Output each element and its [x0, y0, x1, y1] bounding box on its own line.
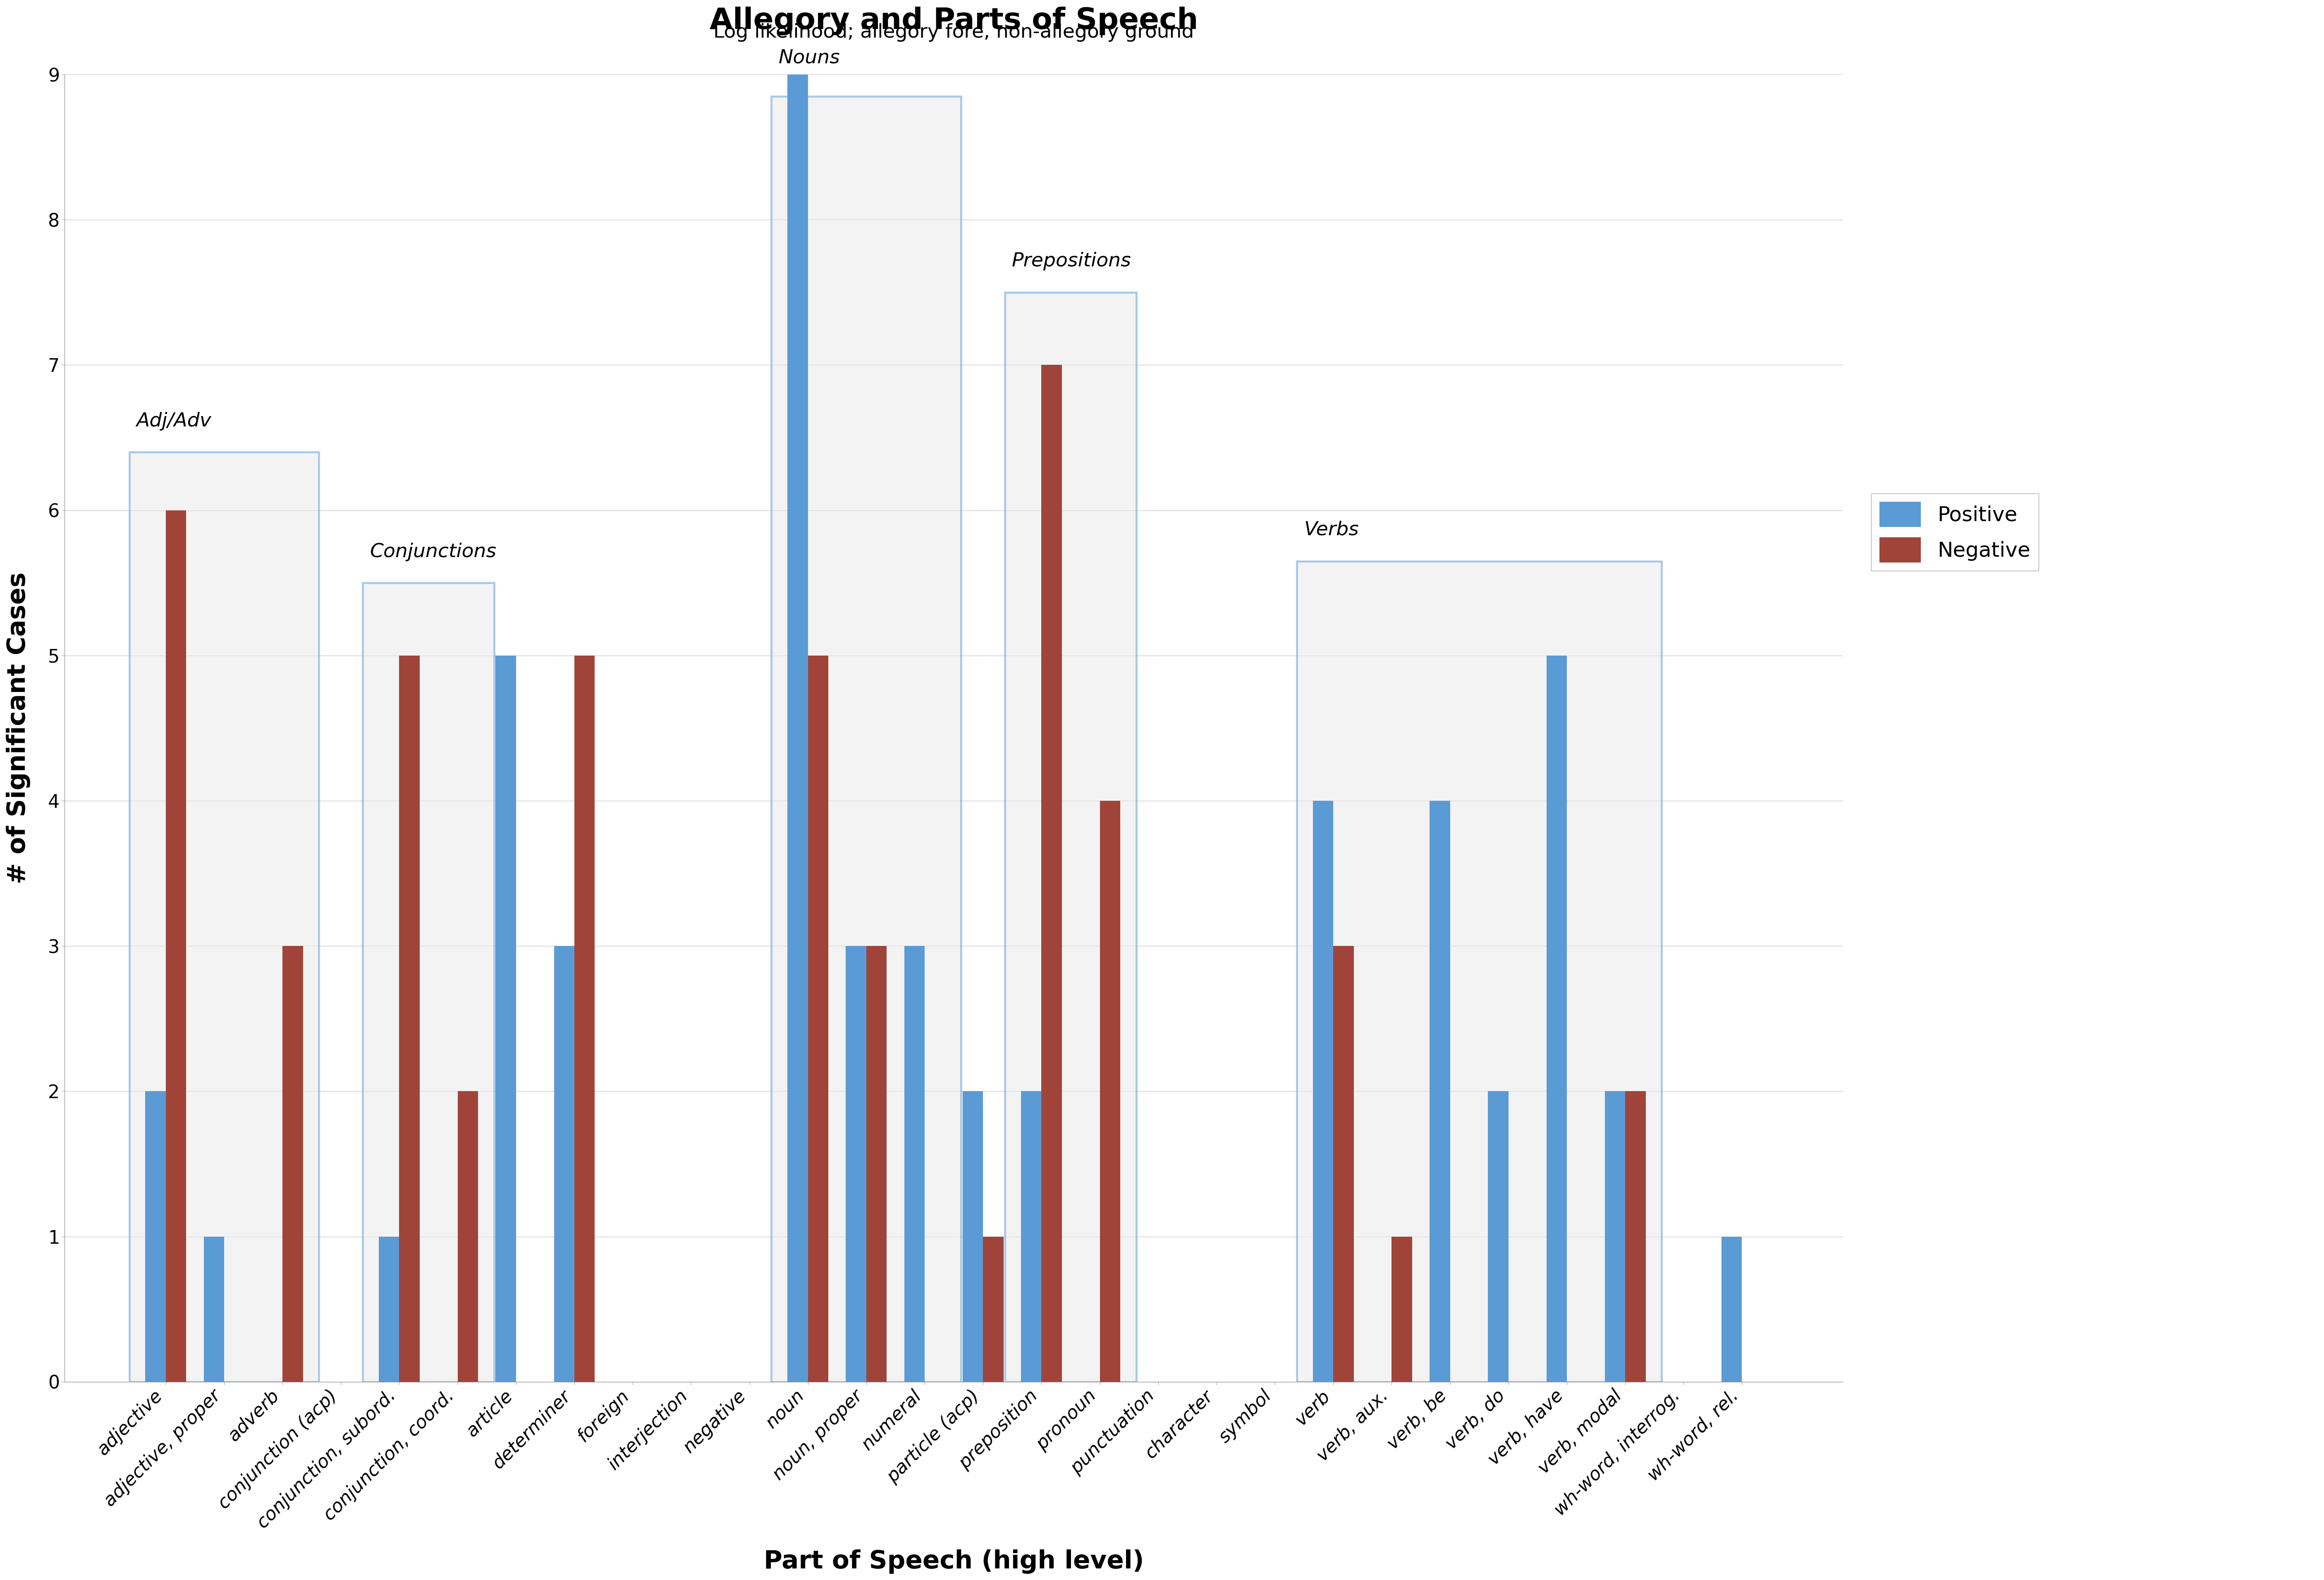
Bar	[553, 946, 574, 1382]
FancyBboxPatch shape	[363, 583, 495, 1382]
Legend: Positive, Negative: Positive, Negative	[1871, 493, 2038, 570]
FancyBboxPatch shape	[130, 452, 318, 1382]
Bar	[379, 1237, 400, 1382]
Bar	[1020, 1092, 1041, 1382]
Bar	[205, 1237, 223, 1382]
Y-axis label: # of Significant Cases: # of Significant Cases	[7, 572, 30, 885]
Bar	[1722, 1237, 1743, 1382]
Bar	[146, 1092, 165, 1382]
Text: Conjunctions: Conjunctions	[370, 542, 497, 561]
Bar	[458, 1092, 479, 1382]
Bar	[1041, 365, 1062, 1382]
Bar	[904, 946, 925, 1382]
Text: Verbs: Verbs	[1304, 521, 1360, 539]
Text: Nouns: Nouns	[779, 49, 839, 68]
Text: Log likelihood; allegory fore, non-allegory ground: Log likelihood; allegory fore, non-alleg…	[713, 24, 1195, 41]
Bar	[983, 1237, 1004, 1382]
Bar	[1545, 656, 1566, 1382]
X-axis label: Part of Speech (high level): Part of Speech (high level)	[765, 1550, 1143, 1574]
Text: Prepositions: Prepositions	[1011, 251, 1132, 270]
Bar	[1429, 801, 1450, 1382]
Bar	[867, 946, 888, 1382]
Bar	[1392, 1237, 1413, 1382]
Bar	[1487, 1092, 1508, 1382]
FancyBboxPatch shape	[1297, 561, 1662, 1382]
Bar	[809, 656, 827, 1382]
Bar	[1606, 1092, 1624, 1382]
Bar	[1334, 946, 1355, 1382]
Bar	[574, 656, 595, 1382]
Bar	[284, 946, 302, 1382]
Title: Allegory and Parts of Speech: Allegory and Parts of Speech	[709, 6, 1199, 35]
Bar	[1624, 1092, 1645, 1382]
Bar	[1313, 801, 1334, 1382]
Bar	[400, 656, 421, 1382]
Text: Adj/Adv: Adj/Adv	[137, 412, 211, 430]
Bar	[962, 1092, 983, 1382]
Bar	[495, 656, 516, 1382]
Bar	[846, 946, 867, 1382]
FancyBboxPatch shape	[1004, 292, 1136, 1382]
FancyBboxPatch shape	[772, 96, 962, 1382]
Bar	[788, 74, 809, 1382]
Bar	[1099, 801, 1120, 1382]
Bar	[165, 510, 186, 1383]
